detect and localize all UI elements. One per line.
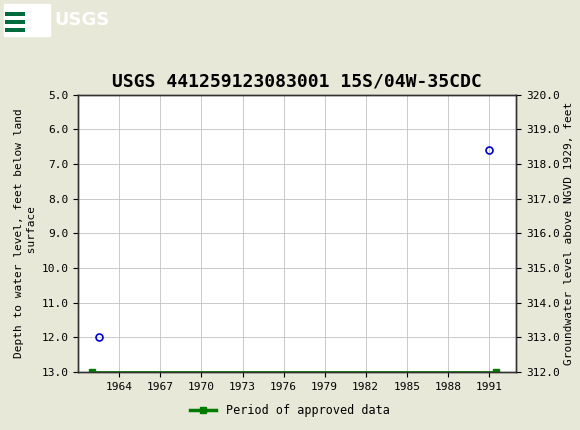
Bar (5, 12, 25, 16)
Bar (4, 4, 50, 36)
Title: USGS 441259123083001 15S/04W-35CDC: USGS 441259123083001 15S/04W-35CDC (113, 72, 482, 90)
Y-axis label: Depth to water level, feet below land
 surface: Depth to water level, feet below land su… (14, 108, 38, 358)
Bar (5, 20, 25, 24)
Legend: Period of approved data: Period of approved data (186, 399, 394, 422)
Bar (5, 28, 25, 32)
Text: USGS: USGS (54, 11, 110, 29)
Y-axis label: Groundwater level above NGVD 1929, feet: Groundwater level above NGVD 1929, feet (564, 101, 574, 365)
